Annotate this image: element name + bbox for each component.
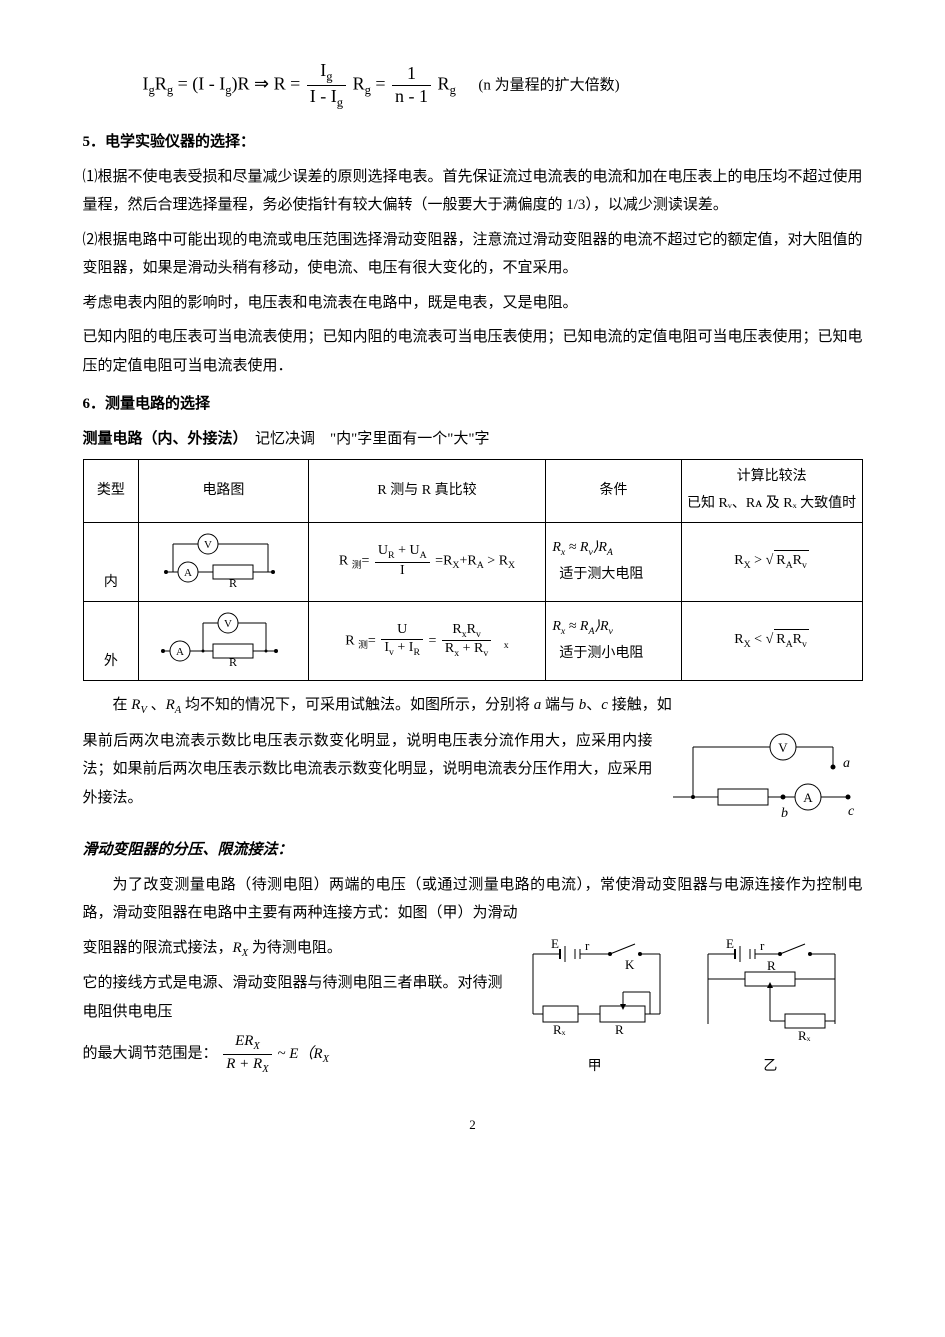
svg-text:V: V (778, 740, 788, 755)
top-formula: IgRg = (I - Ig)R ⇒ R = IgI - Ig Rg = 1n … (83, 60, 863, 110)
th-formula: R 测与 R 真比较 (308, 460, 546, 522)
section-6-subtitle: 测量电路（内、外接法） 记忆决调 "内"字里面有一个"大"字 (83, 425, 863, 454)
cell-calc-inner: RX > √RARv (681, 522, 862, 601)
cond-text-inner: 适于测大电阻 (559, 567, 643, 582)
svg-text:r: r (760, 938, 765, 953)
sliding-block: E r K (83, 934, 863, 1083)
circuit-jia: E r K (515, 934, 675, 1081)
svg-text:Rₓ: Rₓ (798, 1028, 811, 1043)
sliding-title: 滑动变阻器的分压、限流接法： (83, 836, 863, 865)
sliding-p1: 为了改变测量电路（待测电阻）两端的电压（或通过测量电路的电流），常使滑动变阻器与… (83, 871, 863, 928)
svg-text:R: R (615, 1022, 624, 1037)
section-5-p3: 考虑电表内阻的影响时，电压表和电流表在电路中，既是电表，又是电阻。 (83, 289, 863, 318)
th-calc: 计算比较法 已知 Rᵥ、Rᴀ 及 Rₓ 大致值时 (681, 460, 862, 522)
r-label: R (229, 576, 237, 590)
cell-cond-inner: Rx ≈ Rv⟩RA 适于测大电阻 (546, 522, 681, 601)
th-diagram: 电路图 (139, 460, 308, 522)
subtitle-a: 测量电路（内、外接法） (83, 431, 241, 447)
circuit-yi: E r R (690, 934, 850, 1081)
section-5-p4: 已知内阻的电压表可当电流表使用；已知内阻的电流表可当电压表使用；已知电流的定值电… (83, 323, 863, 380)
yi-svg: E r R (690, 934, 850, 1044)
trial-touch-diagram: V A a b (663, 727, 863, 833)
a-label: A (184, 567, 192, 579)
trial-circuit-svg: V A a b (663, 727, 863, 822)
cond-text-outer: 适于测小电阻 (559, 646, 643, 661)
section-5-title: 5．电学实验仪器的选择： (83, 128, 863, 157)
a-label: A (176, 646, 184, 658)
r-label: R (229, 655, 237, 669)
svg-text:A: A (803, 790, 813, 805)
section-5-p1: ⑴根据不使电表受损和尽量减少误差的原则选择电表。首先保证流过电流表的电流和加在电… (83, 163, 863, 220)
trial-touch-block: V A a b (83, 727, 863, 837)
subtitle-b: 记忆决调 "内"字里面有一个"大"字 (240, 431, 490, 447)
page-number: 2 (83, 1113, 863, 1138)
svg-text:E: E (551, 936, 559, 951)
svg-text:K: K (625, 957, 635, 972)
outer-circuit-svg: V A R (158, 606, 288, 676)
cell-type-inner: 内 (83, 522, 139, 601)
jia-svg: E r K (515, 934, 675, 1044)
cell-formula-inner: R 测= UR + UAI =RX+RA > RX (308, 522, 546, 601)
cell-diagram-outer: V A R (139, 601, 308, 680)
v-label: V (224, 618, 232, 630)
after-table-p1: 在 RV 、RA 均不知的情况下，可采用试触法。如图所示，分别将 a 端与 b、… (83, 691, 863, 721)
table-row: 内 V A R (83, 522, 862, 601)
cell-formula-outer: R 测= UIv + IR = RxRvRx + Rv x (308, 601, 546, 680)
th-type: 类型 (83, 460, 139, 522)
section-6-title: 6．测量电路的选择 (83, 390, 863, 419)
cell-calc-outer: RX < √RARv (681, 601, 862, 680)
th-cond: 条件 (546, 460, 681, 522)
v-label: V (204, 539, 212, 551)
table-row: 外 V A R (83, 601, 862, 680)
sliding-circuits: E r K (503, 934, 863, 1081)
yi-label: 乙 (690, 1054, 850, 1081)
page-container: IgRg = (I - Ig)R ⇒ R = IgI - Ig Rg = 1n … (3, 0, 943, 1177)
cell-cond-outer: Rx ≈ RA⟩Rv 适于测小电阻 (546, 601, 681, 680)
svg-text:b: b (781, 806, 788, 821)
section-5-p2: ⑵根据电路中可能出现的电流或电压范围选择滑动变阻器，注意流过滑动变阻器的电流不超… (83, 226, 863, 283)
circuit-table: 类型 电路图 R 测与 R 真比较 条件 计算比较法 已知 Rᵥ、Rᴀ 及 Rₓ… (83, 459, 863, 680)
formula-note: (n 为量程的扩大倍数) (478, 77, 619, 93)
inner-circuit-svg: V A R (158, 527, 288, 597)
svg-text:R: R (767, 958, 776, 973)
table-header-row: 类型 电路图 R 测与 R 真比较 条件 计算比较法 已知 Rᵥ、Rᴀ 及 Rₓ… (83, 460, 862, 522)
svg-text:E: E (726, 936, 734, 951)
svg-text:c: c (848, 804, 855, 819)
jia-label: 甲 (515, 1054, 675, 1081)
cell-type-outer: 外 (83, 601, 139, 680)
svg-text:Rₓ: Rₓ (553, 1022, 566, 1037)
svg-text:r: r (585, 938, 590, 953)
svg-text:a: a (843, 756, 850, 771)
cell-diagram-inner: V A R (139, 522, 308, 601)
